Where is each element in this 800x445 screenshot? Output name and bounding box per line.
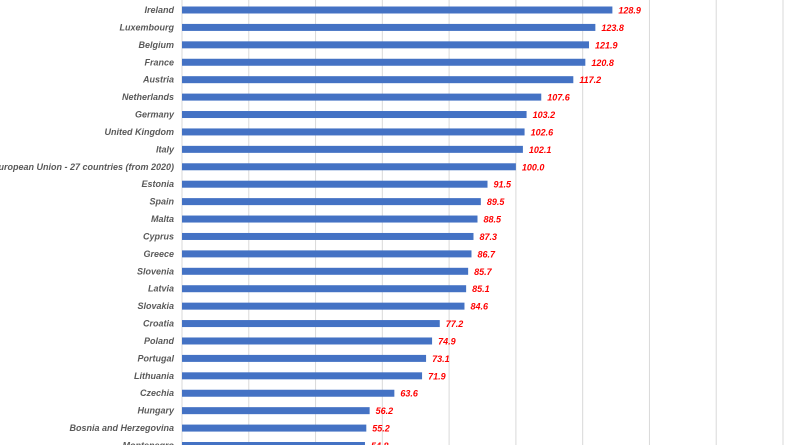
category-label: Czechia bbox=[140, 388, 174, 398]
category-label: Slovenia bbox=[137, 266, 174, 276]
data-label: 117.2 bbox=[579, 75, 601, 85]
data-label: 85.7 bbox=[474, 267, 493, 277]
data-label: 121.9 bbox=[595, 40, 618, 50]
bar bbox=[182, 41, 590, 49]
category-label: Portugal bbox=[137, 353, 174, 363]
category-label: Slovakia bbox=[137, 301, 174, 311]
category-label: Greece bbox=[143, 249, 174, 259]
data-label: 86.7 bbox=[477, 249, 496, 259]
data-label: 84.6 bbox=[470, 302, 489, 312]
category-label: Bosnia and Herzegovina bbox=[69, 423, 174, 433]
bar bbox=[182, 163, 516, 171]
category-label: United Kingdom bbox=[105, 127, 175, 137]
category-label: Lithuania bbox=[134, 371, 174, 381]
bar bbox=[182, 232, 474, 240]
category-label: Spain bbox=[149, 197, 174, 207]
data-label: 123.8 bbox=[601, 23, 624, 33]
category-label: Belgium bbox=[138, 40, 174, 50]
bar bbox=[182, 76, 574, 84]
data-label: 107.6 bbox=[547, 93, 571, 103]
category-label: Austria bbox=[142, 75, 174, 85]
bar bbox=[182, 6, 613, 14]
data-label: 56.2 bbox=[376, 406, 394, 416]
data-label: 73.1 bbox=[432, 354, 450, 364]
category-label: Ireland bbox=[144, 5, 174, 15]
bar bbox=[182, 267, 469, 275]
data-label: 77.2 bbox=[446, 319, 464, 329]
bar bbox=[182, 442, 365, 445]
category-label: Hungary bbox=[137, 406, 175, 416]
bar bbox=[182, 215, 478, 223]
data-label: 88.5 bbox=[483, 215, 502, 225]
data-label: 71.9 bbox=[428, 371, 446, 381]
data-label: 102.6 bbox=[531, 127, 555, 137]
data-label: 54.8 bbox=[371, 441, 389, 445]
category-label: Montenegro bbox=[123, 441, 175, 445]
bar bbox=[182, 180, 488, 188]
category-label: Luxembourg bbox=[119, 22, 174, 32]
category-label: France bbox=[144, 57, 174, 67]
bar bbox=[182, 128, 525, 136]
data-label: 89.5 bbox=[487, 197, 506, 207]
bar bbox=[182, 23, 596, 31]
bar bbox=[182, 424, 367, 432]
bar bbox=[182, 145, 523, 153]
bar bbox=[182, 250, 472, 258]
data-label: 63.6 bbox=[400, 389, 419, 399]
data-label: 103.2 bbox=[533, 110, 556, 120]
category-label: Croatia bbox=[143, 319, 174, 329]
category-label: Poland bbox=[144, 336, 175, 346]
bar bbox=[182, 407, 370, 415]
bar bbox=[182, 302, 465, 310]
data-label: 85.1 bbox=[472, 284, 490, 294]
data-label: 74.9 bbox=[438, 336, 456, 346]
bar bbox=[182, 285, 467, 293]
category-label: Estonia bbox=[141, 179, 174, 189]
category-label: Cyprus bbox=[143, 231, 174, 241]
bar bbox=[182, 372, 423, 380]
bar bbox=[182, 111, 527, 119]
data-label: 102.1 bbox=[529, 145, 552, 155]
category-label: Germany bbox=[135, 110, 175, 120]
bar bbox=[182, 354, 427, 362]
bar bbox=[182, 93, 542, 101]
category-label: Italy bbox=[156, 144, 175, 154]
data-label: 120.8 bbox=[591, 58, 614, 68]
bar bbox=[182, 320, 440, 328]
bar bbox=[182, 58, 586, 66]
bar bbox=[182, 198, 481, 206]
data-label: 55.2 bbox=[372, 424, 390, 434]
bar bbox=[182, 337, 433, 345]
data-label: 128.9 bbox=[618, 6, 641, 16]
category-label: Netherlands bbox=[122, 92, 174, 102]
data-label: 91.5 bbox=[494, 180, 513, 190]
data-label: 87.3 bbox=[479, 232, 497, 242]
category-label: European Union - 27 countries (from 2020… bbox=[0, 162, 174, 172]
category-label: Malta bbox=[151, 214, 174, 224]
category-label: Latvia bbox=[148, 284, 174, 294]
bar bbox=[182, 389, 395, 397]
data-label: 100.0 bbox=[522, 162, 545, 172]
